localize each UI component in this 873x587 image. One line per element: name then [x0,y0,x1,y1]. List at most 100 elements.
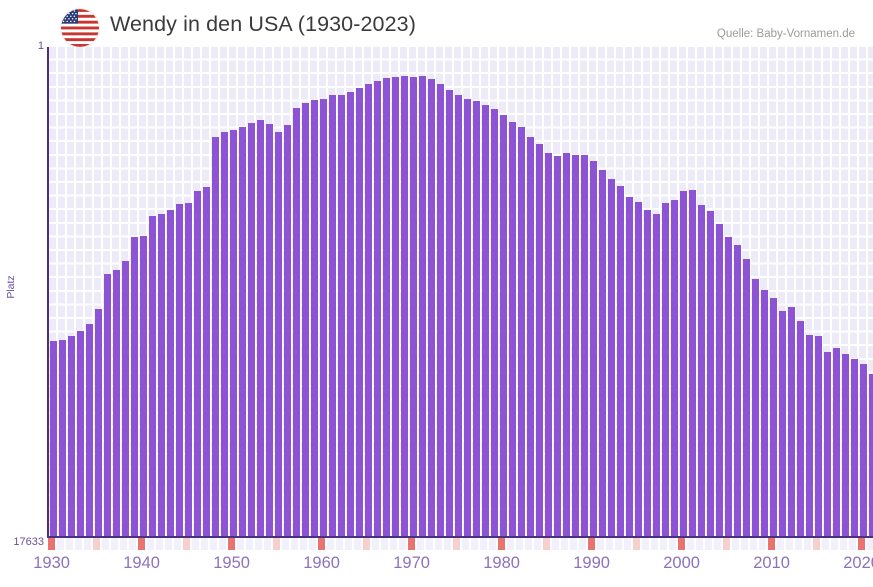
bar[interactable] [635,202,643,536]
bar[interactable] [185,203,193,536]
bar[interactable] [329,95,337,536]
bar[interactable] [725,237,733,536]
bar[interactable] [239,127,247,536]
bar[interactable] [680,191,688,536]
bar[interactable] [815,336,823,536]
bar[interactable] [779,311,787,536]
x-tick-marker [687,538,695,550]
bar[interactable] [437,84,445,536]
x-axis-tick-label: 1990 [573,554,610,572]
bar[interactable] [590,161,598,536]
bar[interactable] [662,203,670,536]
bar[interactable] [464,99,472,536]
bar[interactable] [617,186,625,536]
bar[interactable] [401,76,409,536]
bar[interactable] [374,81,382,536]
x-tick-marker [57,538,65,550]
bar[interactable] [257,120,265,536]
bar[interactable] [707,211,715,536]
bar[interactable] [653,214,661,536]
bar[interactable] [581,155,589,536]
bar[interactable] [833,348,841,536]
bar[interactable] [221,132,229,536]
bar[interactable] [50,341,58,536]
bar[interactable] [59,340,67,536]
bar[interactable] [716,224,724,536]
bar[interactable] [500,115,508,536]
bar[interactable] [545,153,553,536]
bar[interactable] [536,144,544,536]
bar[interactable] [122,261,130,536]
bar[interactable] [491,109,499,536]
bar[interactable] [419,76,427,536]
bar[interactable] [842,354,850,536]
bar[interactable] [518,127,526,536]
bar[interactable] [410,77,418,536]
bar[interactable] [608,179,616,536]
bar[interactable] [302,103,310,536]
bar[interactable] [698,205,706,536]
x-tick-marker [102,538,110,550]
bar[interactable] [743,259,751,536]
bar[interactable] [383,78,391,536]
bar[interactable] [338,95,346,536]
bar[interactable] [563,153,571,536]
bar[interactable] [392,77,400,536]
bar[interactable] [104,274,112,536]
bar[interactable] [851,359,859,536]
bar[interactable] [284,125,292,536]
bar[interactable] [761,290,769,536]
bar[interactable] [320,99,328,536]
bar[interactable] [446,90,454,536]
x-tick-marker [786,538,794,550]
bar[interactable] [149,216,157,536]
bar[interactable] [347,92,355,536]
bar[interactable] [824,352,832,536]
bar[interactable] [140,236,148,536]
bar[interactable] [860,364,868,536]
bar[interactable] [230,130,238,536]
bar[interactable] [806,335,814,536]
bar[interactable] [626,197,634,536]
x-tick-marker [642,538,650,550]
bar[interactable] [77,331,85,536]
bar[interactable] [689,190,697,536]
bar[interactable] [554,156,562,536]
bar[interactable] [473,101,481,536]
bar[interactable] [248,123,256,536]
bar[interactable] [797,321,805,536]
bar[interactable] [527,137,535,536]
bar[interactable] [509,122,517,536]
bar[interactable] [86,324,94,536]
bar[interactable] [113,270,121,536]
x-tick-marker [597,538,605,550]
bar[interactable] [482,105,490,536]
bar[interactable] [356,88,364,536]
bar[interactable] [131,237,139,536]
bar[interactable] [752,279,760,536]
bar[interactable] [311,100,319,536]
bar[interactable] [671,200,679,536]
bar[interactable] [365,84,373,536]
bar[interactable] [644,210,652,536]
bar[interactable] [68,336,76,536]
bar[interactable] [455,95,463,536]
bar[interactable] [266,124,274,536]
bar[interactable] [428,79,436,536]
bar[interactable] [212,137,220,536]
bar[interactable] [167,210,175,536]
bar[interactable] [95,309,103,536]
bar[interactable] [275,132,283,536]
bar[interactable] [788,307,796,536]
bar[interactable] [770,298,778,536]
x-axis-tick-label: 1950 [213,554,250,572]
bar[interactable] [176,204,184,536]
bar[interactable] [572,155,580,536]
bar[interactable] [734,245,742,536]
bar[interactable] [158,214,166,536]
bar[interactable] [203,187,211,536]
bar[interactable] [194,191,202,536]
bar[interactable] [599,170,607,536]
bar[interactable] [869,374,873,536]
bar[interactable] [293,108,301,536]
